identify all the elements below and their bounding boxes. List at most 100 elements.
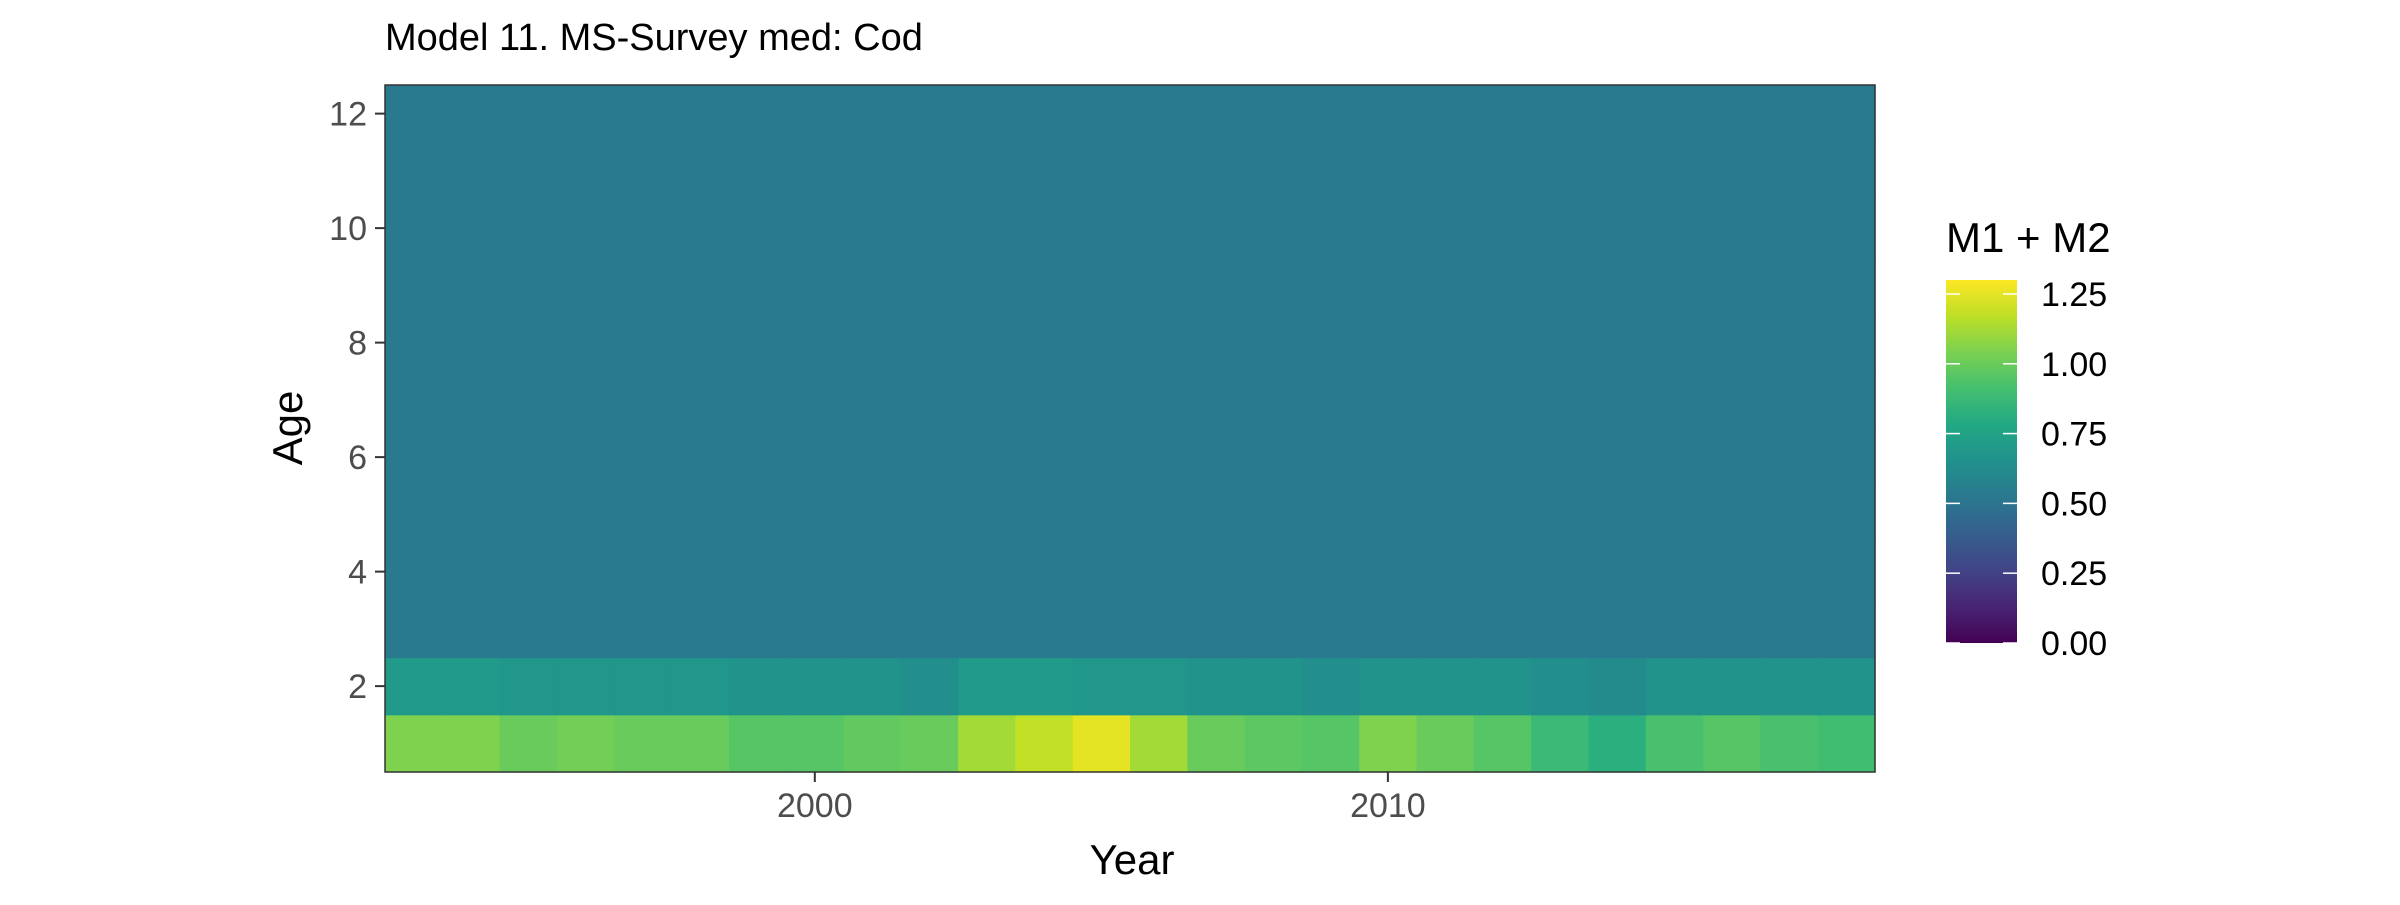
heatmap-cell <box>614 428 673 487</box>
heatmap-cell <box>1130 543 1188 601</box>
heatmap-cell <box>843 371 902 430</box>
colorbar-tick-label: 0.75 <box>2041 416 2107 454</box>
heatmap-cell <box>1473 714 1532 773</box>
heatmap-cell <box>1072 428 1131 487</box>
heatmap-cell <box>671 256 730 315</box>
heatmap-cell <box>786 428 845 487</box>
heatmap-cell <box>385 371 443 430</box>
heatmap-cell <box>900 600 959 659</box>
x-axis-label: Year <box>1090 836 1175 883</box>
heatmap-cell <box>1244 314 1303 372</box>
heatmap-cell <box>1760 85 1819 143</box>
heatmap-cell <box>1015 85 1074 143</box>
heatmap-cell <box>1416 85 1475 143</box>
heatmap-cell <box>1359 600 1418 659</box>
heatmap-cell <box>1244 199 1303 258</box>
heatmap-cell <box>843 85 902 143</box>
heatmap-cell <box>1130 485 1188 544</box>
heatmap-cell <box>1359 199 1418 258</box>
heatmap-cell <box>556 485 615 544</box>
heatmap-cell <box>1416 714 1475 773</box>
chart-title: Model 11. MS-Survey med: Cod <box>385 17 923 59</box>
y-axis-label: Age <box>264 391 311 466</box>
heatmap-cell <box>1187 142 1246 201</box>
heatmap-cell <box>1072 85 1131 143</box>
heatmap-cell <box>1531 256 1590 315</box>
heatmap-cell <box>1416 600 1475 659</box>
heatmap-cell <box>843 657 902 716</box>
heatmap-cell <box>1473 657 1532 716</box>
heatmap-cell <box>385 428 443 487</box>
heatmap-cell <box>1072 256 1131 315</box>
heatmap-cell <box>900 142 959 201</box>
heatmap-cell <box>1703 714 1761 773</box>
heatmap-cell <box>1531 85 1590 143</box>
heatmap-cell <box>1072 485 1131 544</box>
heatmap-cell <box>1817 314 1876 372</box>
heatmap-cell <box>1760 199 1819 258</box>
heatmap-cell <box>442 199 501 258</box>
heatmap-cell <box>1359 314 1418 372</box>
heatmap-cell <box>728 256 787 315</box>
heatmap-cell <box>671 657 730 716</box>
heatmap-cell <box>1244 600 1303 659</box>
heatmap-cell <box>786 543 845 601</box>
heatmap-cell <box>1645 142 1704 201</box>
heatmap-cell <box>1588 85 1647 143</box>
heatmap-cell <box>1760 142 1819 201</box>
heatmap-cell <box>1416 371 1475 430</box>
heatmap-cell <box>499 256 558 315</box>
heatmap-cell <box>499 428 558 487</box>
heatmap-cell <box>1130 142 1188 201</box>
heatmap-cell <box>1588 142 1647 201</box>
heatmap-cell <box>843 600 902 659</box>
heatmap-cell <box>1015 256 1074 315</box>
y-tick-label: 2 <box>348 668 367 706</box>
heatmap-cell <box>499 657 558 716</box>
heatmap-cell <box>1588 314 1647 372</box>
heatmap-cell <box>1187 371 1246 430</box>
heatmap-cell <box>1130 199 1188 258</box>
heatmap-cell <box>958 199 1016 258</box>
y-tick-label: 10 <box>329 210 367 248</box>
heatmap-cell <box>1760 428 1819 487</box>
heatmap-cell <box>1130 371 1188 430</box>
heatmap-cell <box>958 600 1016 659</box>
heatmap-cell <box>958 371 1016 430</box>
heatmap-cell <box>843 714 902 773</box>
colorbar-tick-label: 0.00 <box>2041 625 2107 663</box>
heatmap-cell <box>1015 371 1074 430</box>
heatmap-cell <box>1072 142 1131 201</box>
heatmap-cell <box>728 85 787 143</box>
heatmap-cell <box>1645 85 1704 143</box>
heatmap-cell <box>1015 657 1074 716</box>
heatmap-cell <box>843 199 902 258</box>
heatmap-cell <box>614 142 673 201</box>
heatmap-cell <box>385 85 443 143</box>
heatmap-cell <box>1703 256 1761 315</box>
heatmap-cell <box>1416 199 1475 258</box>
colorbar <box>1946 280 2017 643</box>
heatmap-cell <box>1531 428 1590 487</box>
heatmap-cell <box>1301 256 1360 315</box>
heatmap-cell <box>1817 657 1876 716</box>
heatmap-cell <box>1703 485 1761 544</box>
heatmap-cell <box>1244 371 1303 430</box>
heatmap-cell <box>958 428 1016 487</box>
colorbar-tick-label: 0.50 <box>2041 485 2107 523</box>
heatmap-cell <box>958 256 1016 315</box>
heatmap-cell <box>1015 600 1074 659</box>
heatmap-cell <box>1244 256 1303 315</box>
heatmap-cell <box>1015 543 1074 601</box>
heatmap-cell <box>1359 85 1418 143</box>
heatmap-cell <box>671 314 730 372</box>
heatmap-cell <box>1244 428 1303 487</box>
heatmap-cell <box>1645 199 1704 258</box>
heatmap-cell <box>1187 85 1246 143</box>
heatmap-cell <box>1015 428 1074 487</box>
heatmap-cell <box>1760 657 1819 716</box>
heatmap-cell <box>1187 199 1246 258</box>
heatmap-cell <box>1359 256 1418 315</box>
heatmap-cell <box>385 714 443 773</box>
y-axis: 2 4 6 8 10 12 <box>329 96 385 706</box>
